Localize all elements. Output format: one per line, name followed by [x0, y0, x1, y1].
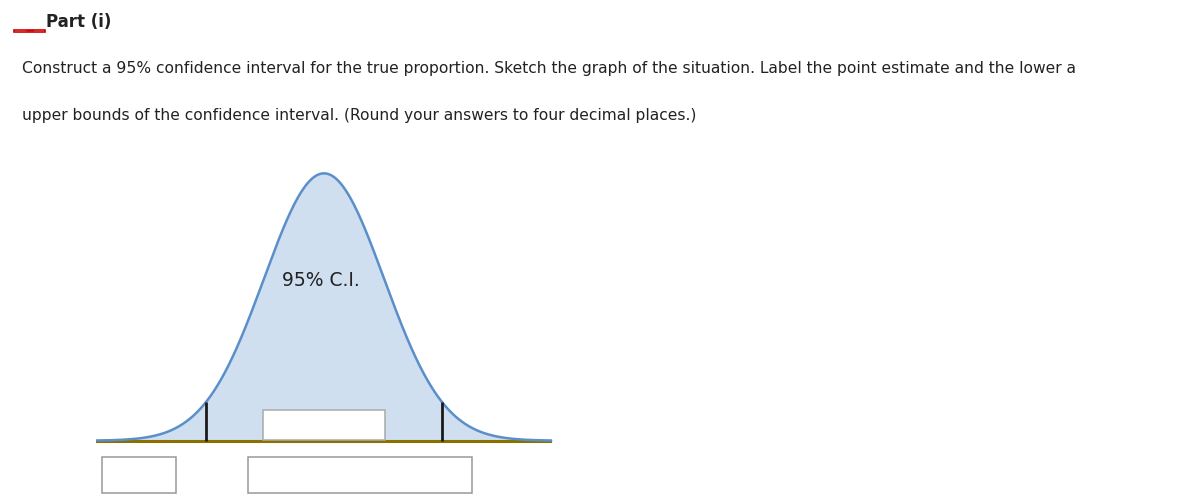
Bar [263, 410, 385, 441]
Text: −: − [24, 25, 35, 38]
Bar [14, 30, 44, 32]
Text: Construct a 95% confidence interval for the true proportion. Sketch the graph of: Construct a 95% confidence interval for … [22, 60, 1075, 76]
Text: Part (i): Part (i) [46, 13, 110, 31]
Text: 95% C.I.: 95% C.I. [282, 271, 360, 290]
Text: upper bounds of the confidence interval. (Round your answers to four decimal pla: upper bounds of the confidence interval.… [22, 107, 696, 123]
